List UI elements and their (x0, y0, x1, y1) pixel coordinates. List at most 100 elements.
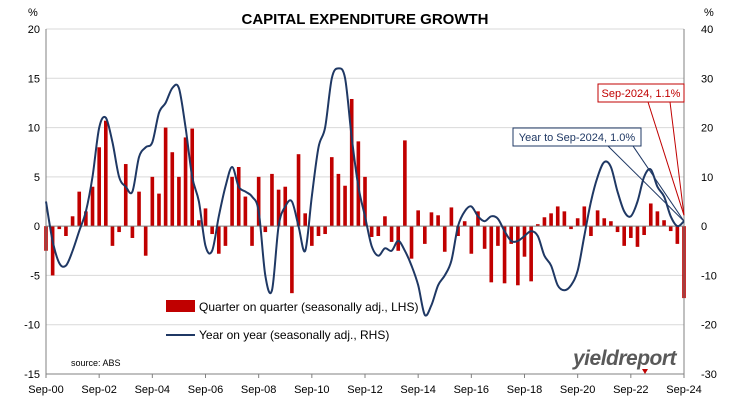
x-tick-label: Sep-06 (188, 384, 223, 396)
qoq-bar (163, 127, 168, 227)
legend: Quarter on quarter (seasonally adj., LHS… (166, 300, 418, 342)
qoq-bar (137, 191, 141, 227)
left-tick-label: -5 (30, 270, 40, 282)
brand-text: yieldreport (572, 347, 678, 370)
qoq-bar (429, 212, 434, 227)
qoq-bar (296, 154, 301, 227)
left-tick-label: -10 (24, 320, 40, 332)
qoq-bar (90, 186, 95, 227)
qoq-bar (64, 226, 68, 236)
qoq-bar (489, 226, 494, 283)
annotation-box-qoq (597, 83, 685, 103)
right-tick-label: -30 (701, 369, 717, 381)
qoq-bar (575, 218, 580, 227)
qoq-bar (535, 224, 540, 227)
qoq-bar (482, 226, 487, 249)
x-tick-label: Sep-02 (81, 384, 116, 396)
right-tick-label: -10 (701, 270, 717, 282)
qoq-bar (469, 226, 474, 254)
x-tick-label: Sep-00 (28, 384, 63, 396)
x-tick-label: Sep-10 (294, 384, 329, 396)
qoq-bar (310, 226, 314, 246)
qoq-bar (389, 226, 394, 242)
qoq-bar (542, 217, 547, 227)
qoq-bar (622, 226, 626, 246)
qoq-bar (336, 173, 341, 227)
qoq-bar (70, 216, 75, 227)
legend-bar-label: Quarter on quarter (seasonally adj., LHS… (199, 300, 418, 314)
qoq-bar (462, 221, 467, 227)
right-tick-label: 20 (701, 123, 713, 135)
qoq-bar (476, 211, 480, 227)
qoq-bar (170, 152, 175, 227)
qoq-bar (349, 98, 354, 227)
x-tick-label: Sep-16 (454, 384, 489, 396)
qoq-bar (376, 226, 381, 236)
annotation-box-yoy (512, 127, 642, 147)
right-tick-label: 10 (701, 172, 713, 184)
qoq-bar (396, 226, 401, 251)
left-tick-label: 15 (28, 73, 40, 85)
legend-bar-swatch (166, 300, 195, 312)
qoq-bar (50, 226, 55, 276)
qoq-bar (436, 215, 440, 227)
brand-logo: yieldreport (572, 347, 678, 374)
qoq-bar (555, 206, 560, 227)
qoq-bar (343, 185, 347, 227)
qoq-bar (97, 147, 101, 227)
x-tick-label: Sep-08 (241, 384, 276, 396)
qoq-bar (183, 137, 188, 227)
qoq-bar (77, 191, 82, 227)
left-tick-label: 5 (34, 172, 40, 184)
qoq-bar (522, 226, 527, 257)
qoq-bar (662, 220, 666, 227)
x-tick-label: Sep-22 (613, 384, 648, 396)
annotation-leader-qoq (669, 101, 685, 216)
chart-title: CAPITAL EXPENDITURE GROWTH (242, 11, 489, 28)
annotation-text-qoq: Sep-2024, 1.1% (602, 88, 681, 100)
right-tick-label: 0 (701, 221, 707, 233)
qoq-bar (210, 226, 214, 235)
qoq-bar (197, 220, 201, 227)
qoq-bar (216, 226, 221, 254)
qoq-bar (529, 226, 533, 282)
qoq-bar (263, 226, 268, 233)
x-tick-label: Sep-24 (666, 384, 701, 396)
right-tick-label: 30 (701, 73, 713, 85)
qoq-bar (157, 193, 161, 227)
qoq-bar (256, 176, 261, 227)
right-tick-label: -20 (701, 320, 717, 332)
qoq-bar (449, 207, 454, 227)
qoq-bar (123, 164, 128, 227)
qoq-bar (110, 226, 115, 246)
left-axis-unit: % (28, 7, 38, 19)
qoq-bar (629, 226, 633, 238)
qoq-bar (130, 226, 135, 238)
qoq-bar (383, 216, 387, 227)
annotation-leader-yoy (632, 145, 685, 222)
x-tick-label: Sep-04 (135, 384, 170, 396)
x-tick-label: Sep-14 (400, 384, 435, 396)
qoq-bar (329, 157, 334, 227)
qoq-bar (675, 226, 680, 244)
x-tick-label: Sep-18 (507, 384, 542, 396)
left-tick-label: 0 (34, 221, 40, 233)
x-tick-label: Sep-12 (347, 384, 382, 396)
left-tick-label: -15 (24, 369, 40, 381)
qoq-bar (635, 226, 640, 247)
qoq-bar (509, 226, 514, 244)
qoq-bar (230, 176, 234, 227)
qoq-bar (423, 226, 427, 244)
annotation-leader-yoy (607, 145, 685, 222)
qoq-bar (84, 211, 88, 227)
qoq-bar (276, 189, 281, 227)
qoq-bar (569, 226, 573, 230)
yoy-line (45, 67, 685, 317)
annotation-leader-qoq (647, 101, 685, 216)
right-axis-unit: % (704, 7, 714, 19)
qoq-bar (303, 213, 307, 227)
qoq-bar (516, 226, 520, 286)
qoq-bar (243, 196, 248, 227)
qoq-bar (502, 226, 507, 284)
